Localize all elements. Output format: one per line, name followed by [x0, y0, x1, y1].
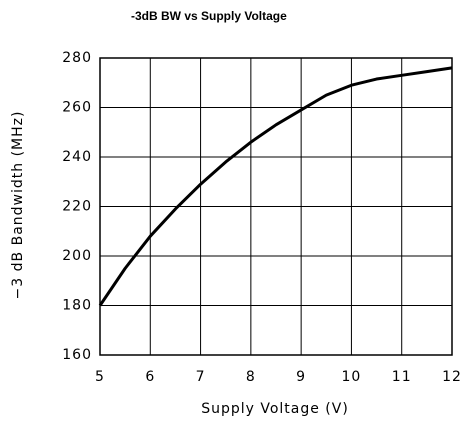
x-tick-label: 7	[196, 369, 206, 385]
y-tick-label: 240	[62, 149, 92, 165]
y-axis-label: −3 dB Bandwidth (MHz)	[10, 111, 26, 300]
chart-title: -3dB BW vs Supply Voltage	[131, 9, 287, 23]
plot-frame	[99, 57, 453, 356]
x-tick-label: 5	[95, 369, 105, 385]
y-tick-label: 280	[62, 50, 92, 66]
x-tick-label: 6	[145, 369, 155, 385]
data-line	[98, 66, 453, 307]
y-tick-label: 220	[62, 199, 92, 215]
x-tick-label: 12	[442, 369, 462, 385]
y-tick-label: 160	[62, 347, 92, 363]
x-tick-label: 11	[392, 369, 412, 385]
y-tick-label: 260	[62, 100, 92, 116]
x-tick-label: 9	[296, 369, 306, 385]
y-tick-label: 180	[62, 298, 92, 314]
y-tick-label: 200	[62, 248, 92, 264]
x-tick-label: 8	[246, 369, 256, 385]
x-tick-label: 10	[342, 369, 362, 385]
x-axis-label: Supply Voltage (V)	[201, 401, 349, 417]
